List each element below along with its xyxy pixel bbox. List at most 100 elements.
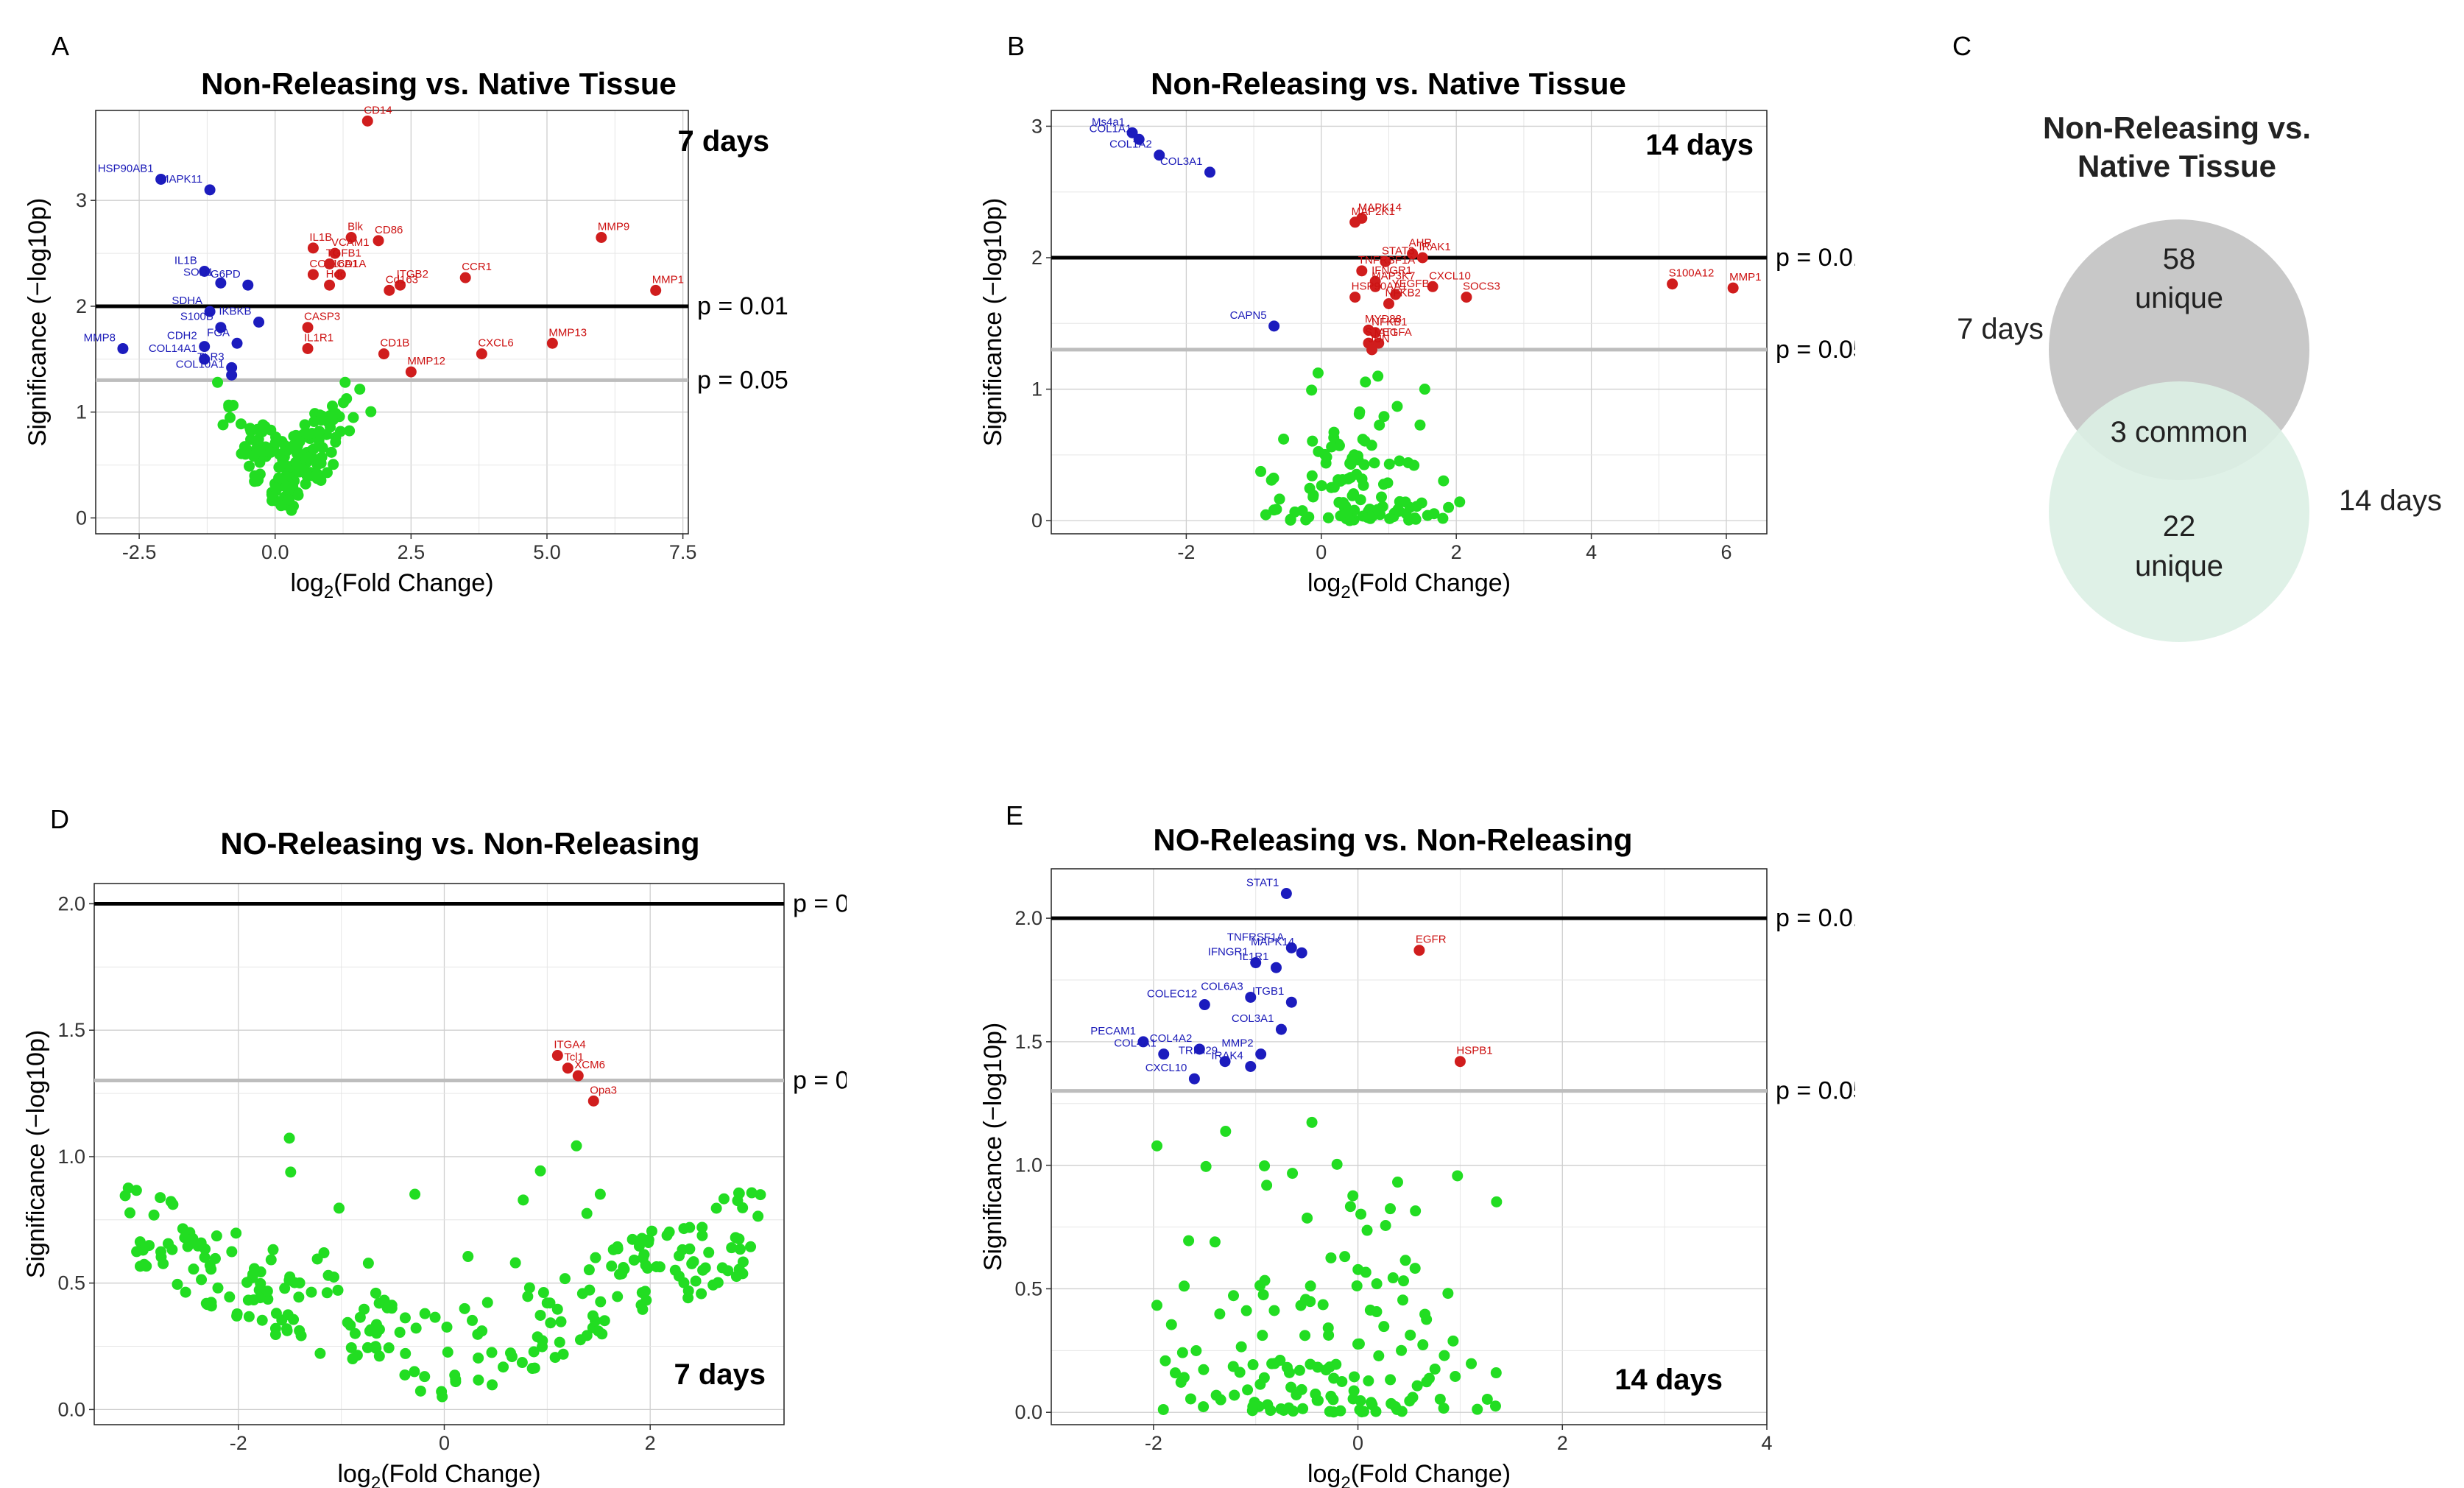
ns-point [544, 1297, 556, 1309]
ns-point [529, 1362, 540, 1374]
ns-point [559, 1273, 571, 1285]
gene-label: MYD88 [1365, 313, 1402, 325]
ns-point [334, 426, 346, 437]
ns-point [1437, 512, 1449, 524]
gene-label: CD1A [336, 258, 366, 270]
ns-point [1373, 1350, 1385, 1362]
ns-point [504, 1347, 516, 1359]
significant-point [302, 322, 314, 334]
gene-label: MAP3K7 [1372, 269, 1415, 282]
ns-point [166, 1244, 178, 1255]
ns-point [1339, 1251, 1351, 1263]
ns-point [230, 1227, 242, 1239]
ns-point [217, 419, 229, 431]
ns-point [1247, 1400, 1259, 1412]
ns-point [1377, 479, 1389, 490]
volcano-plot-d: D NO-Releasing vs. Non-Releasing -2 0 2 0.0… [22, 804, 847, 1488]
ns-point [155, 1192, 166, 1204]
y-axis-label: Significance (−log10p) [979, 198, 1007, 446]
gene-label: IFNGR1 [1372, 264, 1412, 277]
ns-point [1299, 1330, 1311, 1341]
y-tick-label: 0.0 [57, 1398, 85, 1420]
ns-point [1265, 1405, 1277, 1417]
ns-point [1285, 1381, 1297, 1393]
gene-label: MMP8 [84, 331, 116, 344]
p01-label: p = 0.01 [1776, 244, 1855, 272]
ns-point [1300, 514, 1312, 526]
ns-point [235, 418, 247, 430]
ns-point [288, 1314, 300, 1325]
ns-point [253, 474, 264, 486]
y-tick-label: 0 [76, 507, 87, 529]
y-tick-label: 2 [76, 295, 87, 317]
gene-label: ITGB2 [397, 268, 428, 281]
ns-point [311, 470, 322, 482]
ns-point [696, 1288, 707, 1300]
ns-point [224, 1291, 236, 1303]
ns-point [442, 1346, 453, 1358]
ns-point [1371, 1278, 1383, 1290]
gene-label: Cd163 [386, 273, 418, 286]
significant-point [1245, 991, 1257, 1003]
gene-label: S100A12 [1669, 267, 1715, 280]
ns-point [1438, 475, 1450, 487]
ns-point [1176, 1347, 1188, 1358]
p05-label: p = 0.05 [697, 366, 788, 394]
ns-point [187, 1233, 199, 1244]
ns-point [299, 419, 311, 431]
ns-point [270, 437, 282, 448]
ns-point [283, 494, 295, 506]
significant-point [1280, 888, 1292, 900]
ns-point [1396, 1344, 1408, 1356]
ns-point [467, 1314, 479, 1326]
ns-point [1323, 1329, 1335, 1341]
ns-point [1387, 1272, 1399, 1284]
gene-label: CXCL10 [1145, 1062, 1187, 1074]
significant-point [1349, 292, 1361, 303]
ns-point [209, 1252, 221, 1264]
gene-label: MAPK14 [1358, 201, 1402, 214]
volcano-plot-e: E NO-Releasing vs. Non-Releasing -2 0 2 4 0.… [979, 800, 1855, 1488]
ns-point [1378, 1321, 1390, 1333]
ns-point [516, 1357, 528, 1369]
ns-point [1311, 1394, 1323, 1406]
ns-points [1255, 367, 1466, 526]
ns-point [1307, 435, 1319, 447]
ns-point [1175, 1376, 1187, 1388]
ns-point [642, 1262, 654, 1274]
gene-label: COL3A1 [1160, 155, 1203, 168]
gene-label: HSP90AA1 [1352, 281, 1408, 293]
plot-frame [1051, 868, 1768, 1425]
ns-point [122, 1182, 134, 1194]
x-tick-label: -2 [1177, 541, 1195, 563]
venn-top-word: unique [2135, 282, 2223, 314]
ns-point [696, 1230, 708, 1241]
ns-point [654, 1261, 666, 1273]
ns-point [441, 1321, 453, 1333]
x-tick-label: 4 [1586, 541, 1597, 563]
ns-point [349, 1327, 361, 1339]
ns-point [290, 456, 302, 468]
ns-point [196, 1274, 208, 1286]
ns-point [1369, 457, 1380, 469]
significant-point [373, 235, 384, 247]
significant-point [204, 184, 216, 196]
ns-point [612, 1291, 624, 1302]
ns-point [462, 1251, 474, 1263]
ns-point [1336, 1375, 1348, 1387]
gene-label: IL1R1 [304, 331, 333, 344]
significant-point [1427, 281, 1438, 292]
gene-label: COL4A2 [1150, 1032, 1193, 1045]
ns-point [554, 1336, 565, 1348]
ns-point [1349, 1371, 1360, 1383]
ns-point [1259, 1160, 1271, 1171]
venn-bottom-count: 22 [2163, 510, 2196, 543]
ns-point [1414, 419, 1426, 431]
ns-point [1411, 1380, 1423, 1392]
significant-point [1383, 298, 1394, 309]
ns-point [293, 1291, 305, 1303]
gene-label: COLEC12 [1147, 988, 1197, 1001]
ns-point [755, 1189, 766, 1201]
ns-point [1394, 455, 1405, 467]
